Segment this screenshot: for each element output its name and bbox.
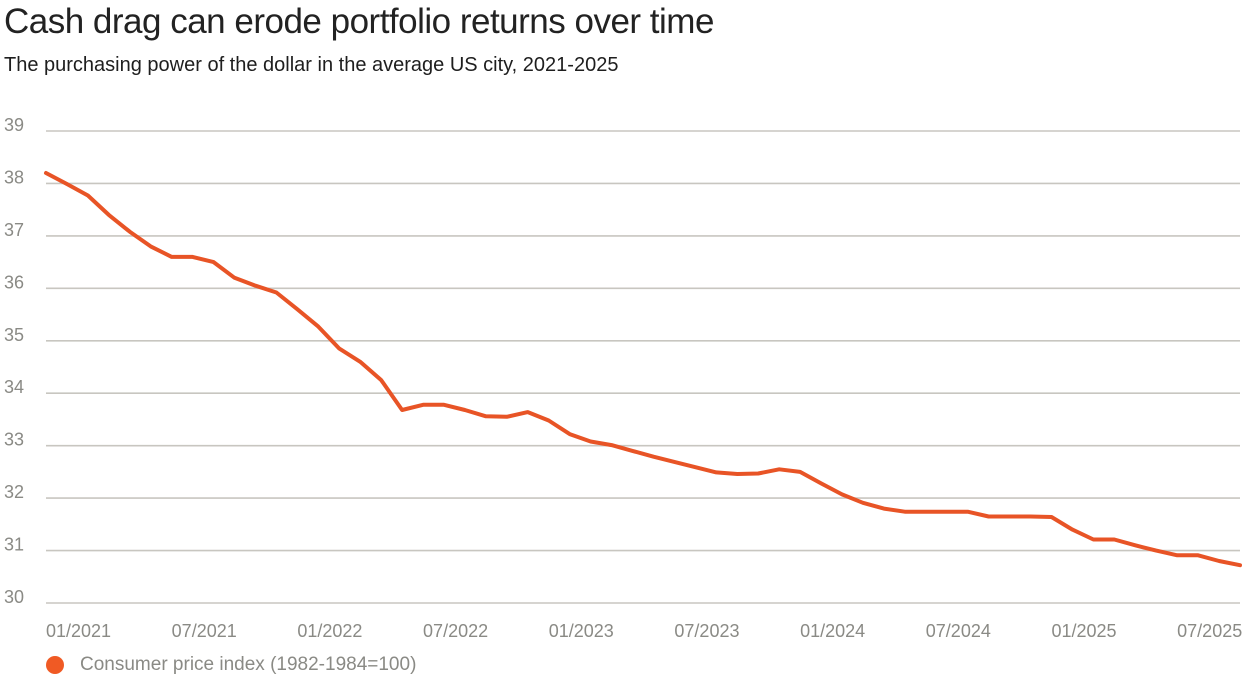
- x-tick-label: 01/2021: [46, 621, 111, 641]
- series-line-cpi: [44, 171, 1242, 568]
- x-tick-label: 07/2021: [172, 621, 237, 641]
- x-tick-label: 01/2022: [297, 621, 362, 641]
- chart-title: Cash drag can erode portfolio returns ov…: [4, 2, 714, 41]
- x-tick-label: 01/2023: [549, 621, 614, 641]
- legend-marker-icon: [46, 656, 64, 674]
- y-tick-label: 35: [4, 325, 24, 345]
- x-tick-label: 01/2024: [800, 621, 865, 641]
- x-axis-ticks: 01/2021 07/2021 01/2022 07/2022 01/2023 07/20…: [46, 621, 1242, 641]
- y-tick-label: 38: [4, 167, 24, 187]
- series-layer: [44, 171, 1242, 568]
- legend-label: Consumer price index (1982-1984=100): [80, 654, 417, 675]
- y-tick-label: 34: [4, 377, 24, 397]
- y-tick-label: 39: [4, 115, 24, 135]
- gridlines: [46, 130, 1240, 604]
- y-tick-label: 32: [4, 482, 24, 502]
- x-tick-label: 07/2024: [926, 621, 991, 641]
- x-tick-label: 01/2025: [1051, 621, 1116, 641]
- y-tick-label: 36: [4, 272, 24, 292]
- y-tick-label: 30: [4, 587, 24, 607]
- x-tick-label: 07/2022: [423, 621, 488, 641]
- chart-subtitle: The purchasing power of the dollar in th…: [4, 54, 619, 76]
- x-tick-label: 07/2023: [674, 621, 739, 641]
- y-axis-ticks: 30 31 32 33 34 35 36 37 38 39: [4, 115, 24, 607]
- y-tick-label: 33: [4, 430, 24, 450]
- legend: Consumer price index (1982-1984=100): [46, 654, 416, 676]
- y-tick-label: 31: [4, 535, 24, 555]
- x-tick-label: 07/2025: [1177, 621, 1242, 641]
- y-tick-label: 37: [4, 220, 24, 240]
